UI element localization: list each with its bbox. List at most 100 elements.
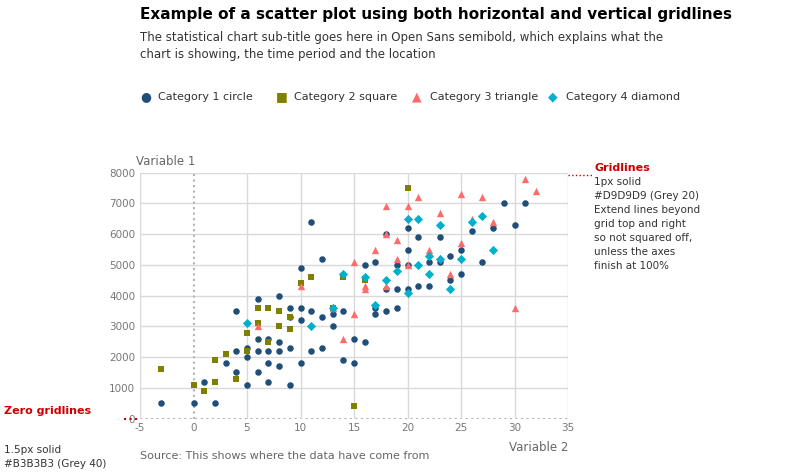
Point [326,304,339,312]
Point [251,304,264,312]
Point [155,366,168,373]
Point [198,387,210,394]
Point [358,273,371,281]
Point [369,258,382,266]
Point [358,338,371,346]
Point [251,320,264,327]
Point [262,359,275,367]
Point [294,264,307,272]
Text: 1.5px solid
#B3B3B3 (Grey 40): 1.5px solid #B3B3B3 (Grey 40) [4,445,106,469]
Point [337,335,350,342]
Point [454,255,467,263]
Point [519,175,532,183]
Point [454,246,467,254]
Point [412,261,425,269]
Point [358,282,371,290]
Point [412,234,425,241]
Point [369,246,382,254]
Point [444,276,457,284]
Point [434,255,446,263]
Point [241,320,254,327]
Point [262,347,275,355]
Point [390,267,403,275]
Point [251,347,264,355]
Point [187,399,200,407]
Point [369,301,382,309]
Point [380,203,393,210]
Point [273,292,286,299]
Point [251,335,264,342]
Point [454,191,467,198]
Point [230,375,242,382]
Point [486,224,499,232]
Point [337,273,350,281]
Point [401,203,414,210]
Point [337,357,350,364]
Point [326,310,339,318]
Point [486,246,499,254]
Point [187,381,200,389]
Point [401,286,414,293]
Point [401,246,414,254]
Point [283,344,296,352]
Point [390,286,403,293]
Point [241,347,254,355]
Text: ▲: ▲ [412,90,422,104]
Point [230,369,242,377]
Point [401,215,414,223]
Point [230,307,242,315]
Point [337,307,350,315]
Point [390,261,403,269]
Text: Source: This shows where the data have come from: Source: This shows where the data have c… [140,451,430,461]
Point [337,271,350,278]
Point [283,326,296,333]
Point [262,335,275,342]
Point [294,304,307,312]
Point [305,273,318,281]
Point [476,193,489,201]
Point [273,323,286,330]
Point [294,280,307,287]
Text: ■: ■ [276,90,288,104]
Point [466,215,478,223]
Point [305,307,318,315]
Text: Gridlines: Gridlines [594,163,650,173]
Point [315,255,328,263]
Point [422,271,435,278]
Text: ◆: ◆ [548,90,558,104]
Point [241,381,254,389]
Point [380,230,393,238]
Point [315,344,328,352]
Point [241,344,254,352]
Point [326,304,339,312]
Point [347,310,360,318]
Text: Category 1 circle: Category 1 circle [158,92,252,102]
Point [305,323,318,330]
Point [241,329,254,336]
Point [283,304,296,312]
Point [262,378,275,385]
Point [315,314,328,321]
Point [380,276,393,284]
Point [401,261,414,269]
Point [401,289,414,296]
Point [369,310,382,318]
Point [434,234,446,241]
Point [401,184,414,192]
Point [380,282,393,290]
Point [241,353,254,361]
Point [198,378,210,385]
Point [219,350,232,358]
Point [230,347,242,355]
Point [273,347,286,355]
Point [262,338,275,346]
Point [454,240,467,247]
Point [444,271,457,278]
Point [422,246,435,254]
Point [412,282,425,290]
Point [209,357,222,364]
Point [466,228,478,235]
Point [326,304,339,312]
Point [454,271,467,278]
Text: Zero gridlines: Zero gridlines [4,406,91,416]
